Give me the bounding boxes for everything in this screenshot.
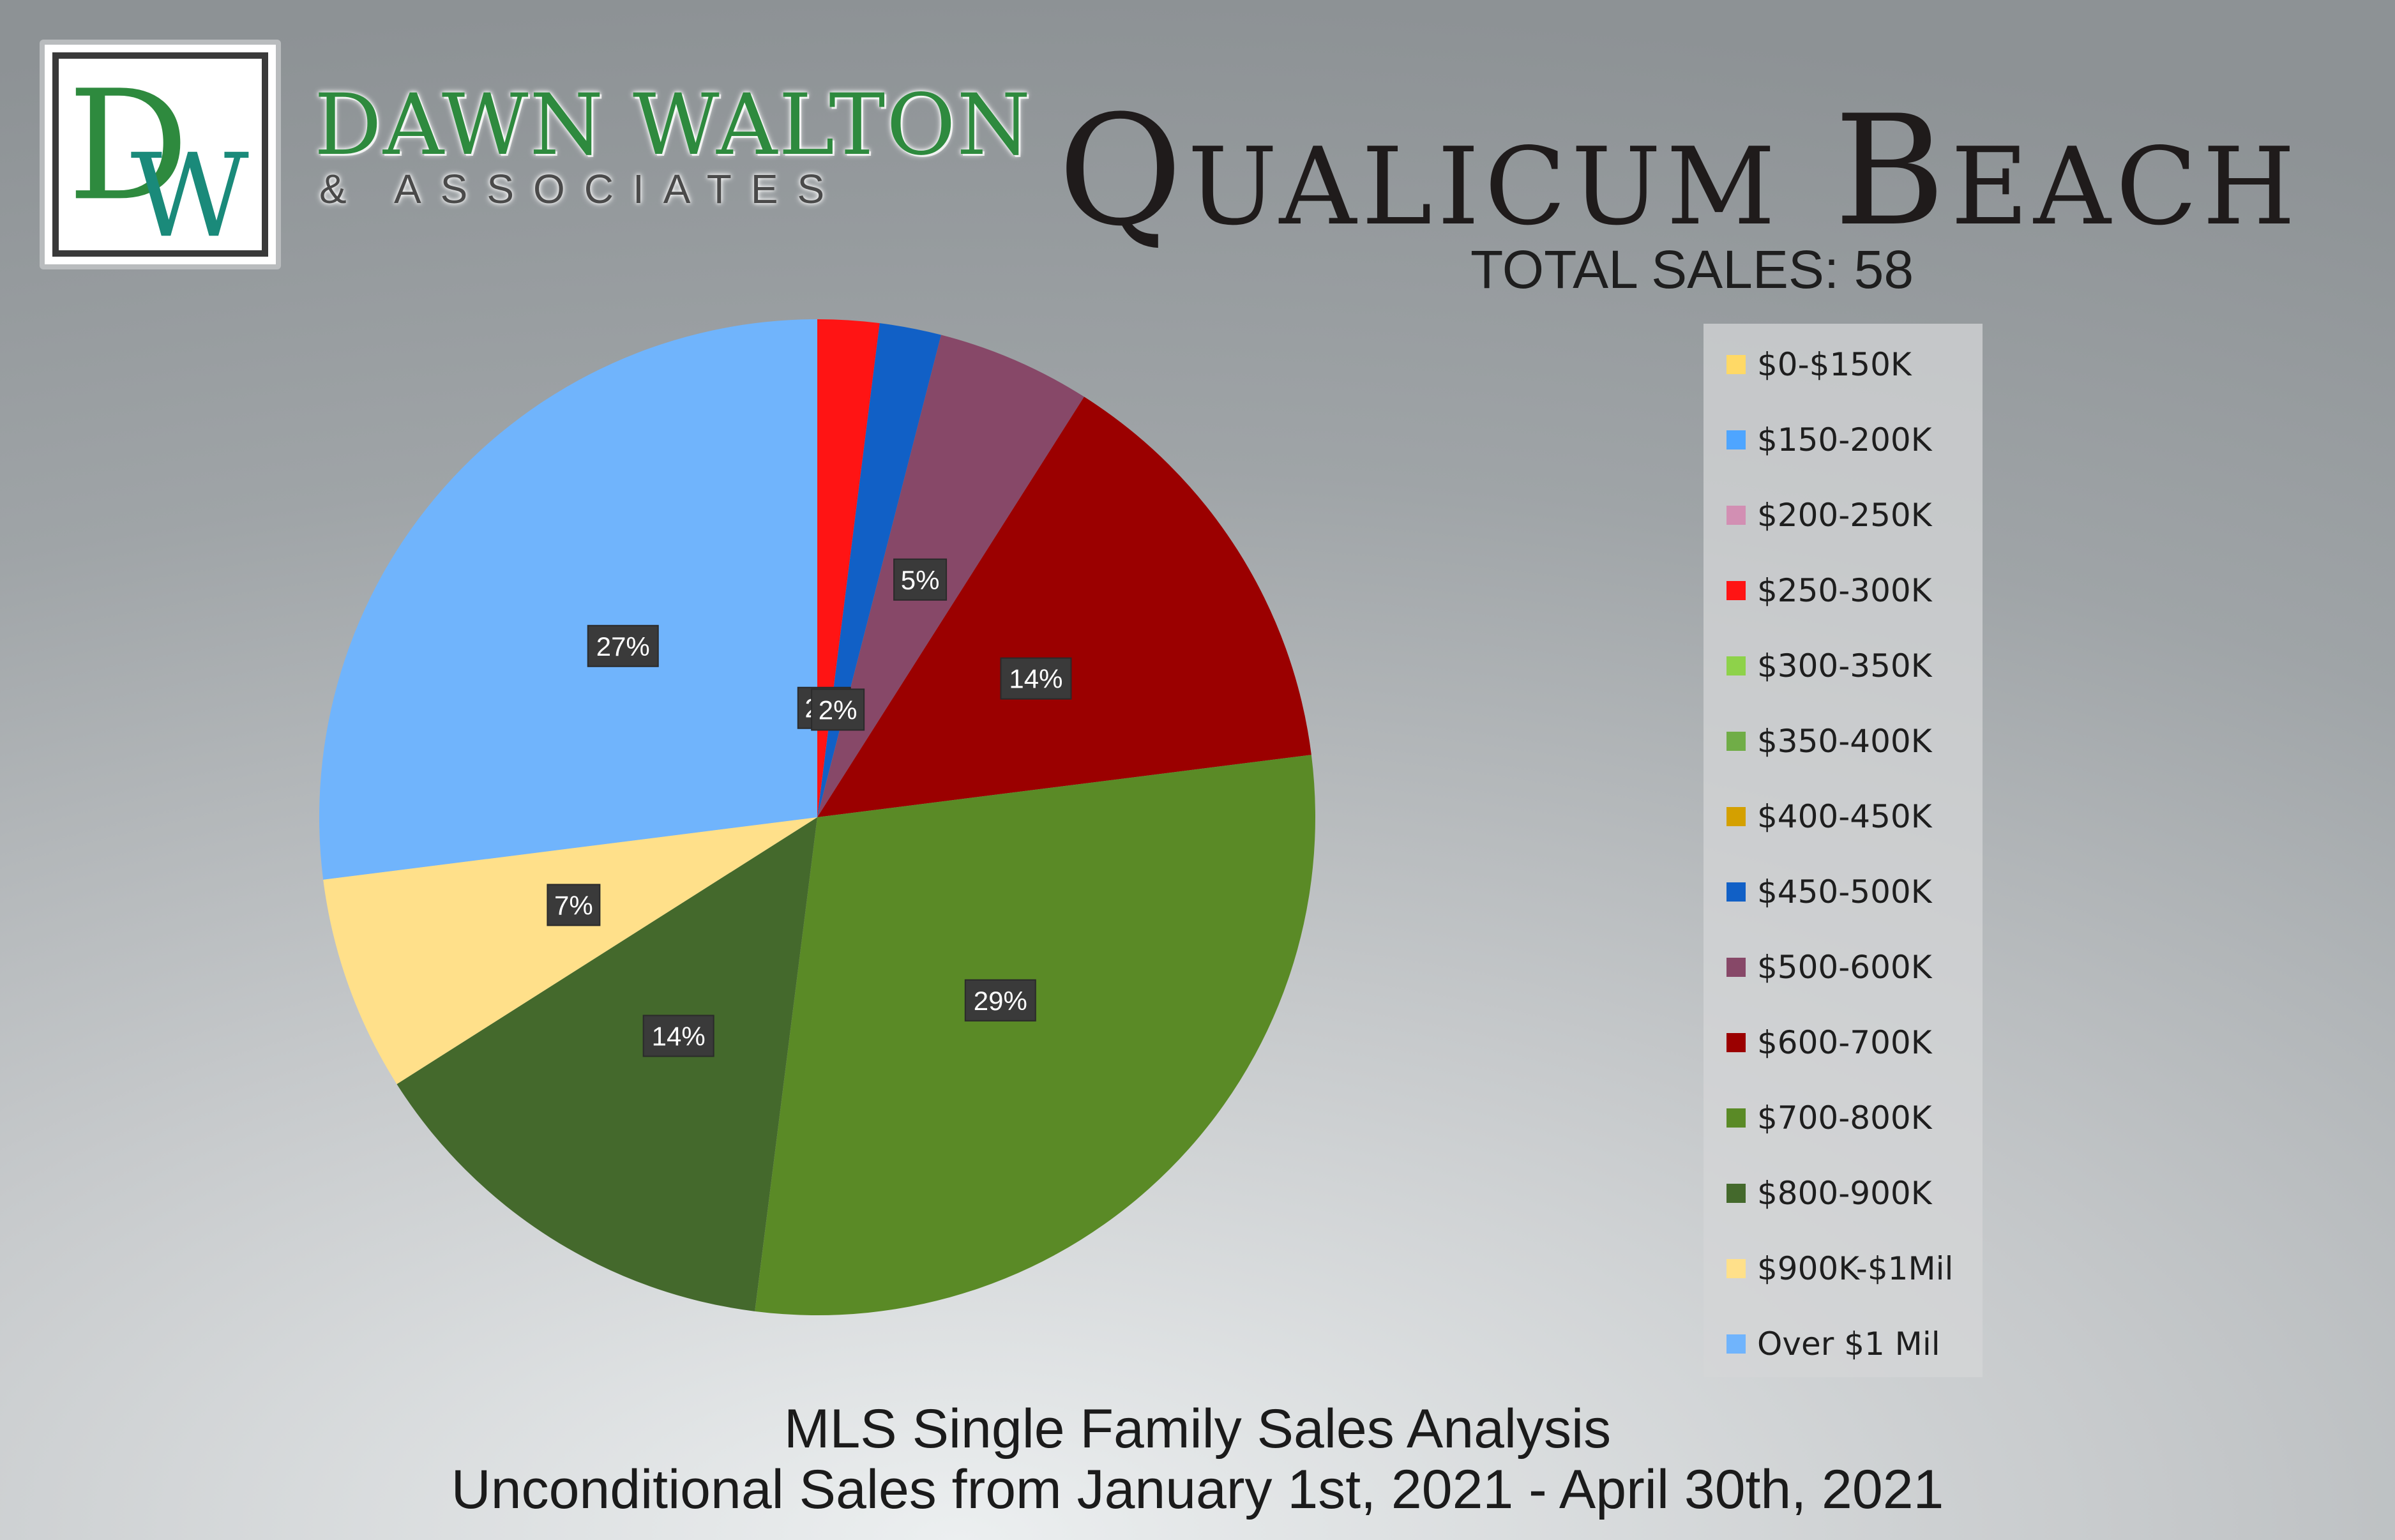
pie-data-label-10: 29% [974,986,1027,1016]
legend-swatch-6 [1726,807,1746,826]
pie-data-label-box-10 [964,979,1036,1022]
pie-data-label-box-12 [547,884,601,926]
legend-swatch-3 [1726,581,1746,600]
legend-label-11: $800-900K [1757,1175,1932,1212]
legend-item-2: $200-250K [1726,490,1932,541]
legend-label-0: $0-$150K [1757,346,1912,383]
pie-data-label-box-13 [587,624,659,667]
legend-item-9: $600-700K [1726,1017,1932,1068]
monogram-letter-w: W [130,129,248,250]
pie-data-label-8: 5% [901,565,940,595]
legend-item-12: $900K-$1Mil [1726,1243,1953,1294]
legend-label-5: $350-400K [1757,723,1932,760]
legend-swatch-11 [1726,1184,1746,1203]
pie-slice-9 [817,396,1311,817]
pie-data-label-box-8 [893,558,948,601]
legend-swatch-9 [1726,1033,1746,1052]
city-title: Qualicum Beach [1057,83,2301,260]
pie-data-label-11: 14% [652,1021,706,1051]
legend-item-1: $150-200K [1726,414,1932,465]
pie-data-labels: 2%2%5%14%29%14%7%27% [547,558,1072,1057]
pie-data-label-box-7 [811,688,865,731]
brand-subtitle: & ASSOCIATES [319,166,844,212]
legend-swatch-0 [1726,355,1746,374]
legend-label-3: $250-300K [1757,572,1932,609]
pie-slice-11 [397,817,817,1311]
total-sales: TOTAL SALES: 58 [1470,239,1914,299]
legend-label-9: $600-700K [1757,1024,1932,1061]
brand-name: DAWN WALTON [314,76,1032,174]
pie-slice-8 [817,335,1084,817]
footer-title: MLS Single Family Sales Analysis [783,1398,1612,1460]
legend-label-2: $200-250K [1757,497,1932,534]
legend-item-3: $250-300K [1726,565,1932,616]
legend-swatch-10 [1726,1108,1746,1128]
pie-slices [319,319,1315,1315]
legend-item-5: $350-400K [1726,716,1932,767]
legend-item-0: $0-$150K [1726,339,1912,390]
legend-item-8: $500-600K [1726,942,1932,993]
pie-data-label-box-9 [1000,657,1072,700]
chart-legend: $0-$150K $150-200K $200-250K $250-300K $300-… [1704,324,1983,1377]
pie-data-label-box-11 [642,1015,714,1057]
legend-swatch-13 [1726,1334,1746,1354]
legend-label-13: Over $1 Mil [1757,1325,1940,1363]
legend-item-4: $300-350K [1726,640,1932,691]
pie-slice-10 [755,755,1315,1315]
legend-item-11: $800-900K [1726,1168,1932,1219]
legend-label-12: $900K-$1Mil [1757,1250,1954,1287]
legend-item-10: $700-800K [1726,1092,1932,1144]
legend-label-1: $150-200K [1757,421,1932,458]
dw-monogram-logo: D W [68,59,249,250]
monogram-letter-d: D [68,59,189,234]
logo: D W [40,40,281,269]
legend-label-10: $700-800K [1757,1099,1932,1136]
pie-chart: 2%2%5%14%29%14%7%27% [319,319,1315,1315]
legend-swatch-1 [1726,430,1746,449]
legend-swatch-12 [1726,1259,1746,1278]
legend-label-7: $450-500K [1757,873,1932,910]
legend-swatch-2 [1726,506,1746,525]
footer-date-range: Unconditional Sales from January 1st, 20… [451,1459,1944,1520]
logo-frame: D W [52,52,268,257]
legend-swatch-4 [1726,656,1746,676]
legend-item-7: $450-500K [1726,866,1932,917]
pie-data-label-9: 14% [1009,664,1062,694]
legend-item-6: $400-450K [1726,791,1932,842]
legend-label-6: $400-450K [1757,798,1932,835]
legend-label-4: $300-350K [1757,647,1932,684]
legend-swatch-5 [1726,732,1746,751]
pie-data-label-13: 27% [596,631,650,661]
pie-slice-12 [323,817,818,1084]
legend-swatch-8 [1726,958,1746,977]
pie-data-label-7: 2% [819,695,858,725]
legend-item-13: Over $1 Mil [1726,1318,1940,1370]
legend-label-8: $500-600K [1757,949,1932,986]
pie-slice-13 [319,319,817,880]
legend-swatch-7 [1726,882,1746,902]
pie-data-label-12: 7% [554,890,593,920]
